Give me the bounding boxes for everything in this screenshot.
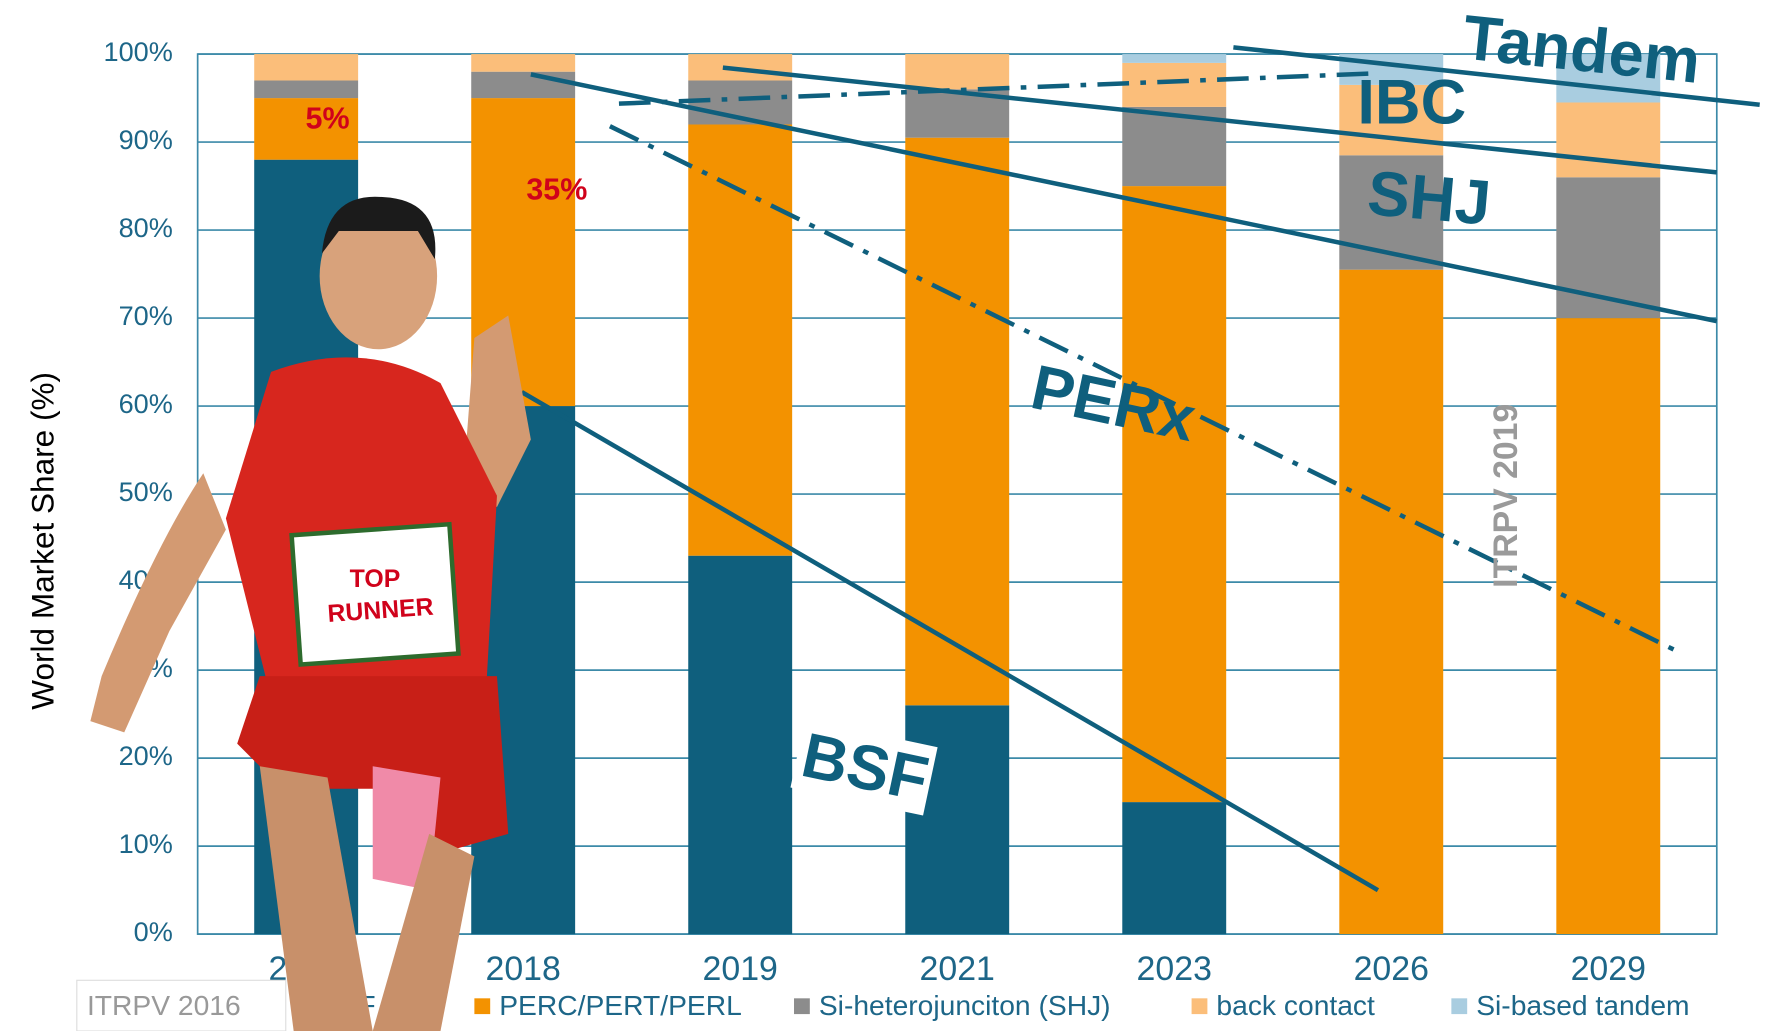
legend-swatch — [794, 998, 810, 1014]
annotation: SHJ — [1365, 158, 1494, 238]
x-tick-label: 2023 — [1137, 950, 1212, 988]
y-tick-label: 80% — [119, 212, 173, 243]
bar-segment — [1122, 63, 1226, 107]
bar-segment — [254, 54, 358, 80]
bar-segment — [905, 138, 1009, 706]
x-tick-label: 2021 — [920, 950, 995, 988]
legend-label: back contact — [1216, 989, 1375, 1021]
source-note: ITRPV 2019 — [1487, 404, 1525, 588]
bar-segment — [688, 556, 792, 934]
bar-segment — [905, 705, 1009, 934]
y-tick-label: 100% — [104, 36, 173, 67]
legend-label: Si-based tandem — [1476, 989, 1689, 1021]
bar-segment — [1122, 186, 1226, 802]
chart: 0%10%20%30%40%50%60%70%80%90%100%2015201… — [0, 0, 1771, 1031]
y-tick-label: 10% — [119, 828, 173, 859]
y-tick-label: 50% — [119, 476, 173, 507]
y-tick-label: 70% — [119, 300, 173, 331]
bar-segment — [254, 80, 358, 98]
legend-swatch — [474, 998, 490, 1014]
bar-segment — [1122, 54, 1226, 63]
x-tick-label: 2019 — [703, 950, 778, 988]
x-tick-label: 2018 — [486, 950, 561, 988]
legend-swatch — [1451, 998, 1467, 1014]
bib-text: TOP — [350, 566, 401, 593]
source-note: ITRPV 2016 — [87, 989, 241, 1021]
y-tick-label: 20% — [119, 740, 173, 771]
legend-swatch — [1192, 998, 1208, 1014]
x-tick-label: 2026 — [1354, 950, 1429, 988]
bar-segment — [1556, 318, 1660, 934]
y-axis-label: World Market Share (%) — [24, 372, 60, 710]
bar-segment — [905, 54, 1009, 89]
legend-label: Si-heterojunciton (SHJ) — [819, 989, 1111, 1021]
annotation: 35% — [526, 173, 587, 207]
bar-segment — [471, 72, 575, 98]
bar-segment — [1339, 270, 1443, 934]
bar-segment — [1122, 802, 1226, 934]
legend-label: PERC/PERT/PERL — [499, 989, 742, 1021]
y-tick-label: 60% — [119, 388, 173, 419]
annotation: IBC — [1357, 68, 1466, 138]
x-tick-label: 2029 — [1571, 950, 1646, 988]
y-tick-label: 90% — [119, 124, 173, 155]
bar-segment — [471, 54, 575, 72]
annotation: 5% — [306, 102, 350, 136]
y-tick-label: 0% — [134, 916, 173, 947]
